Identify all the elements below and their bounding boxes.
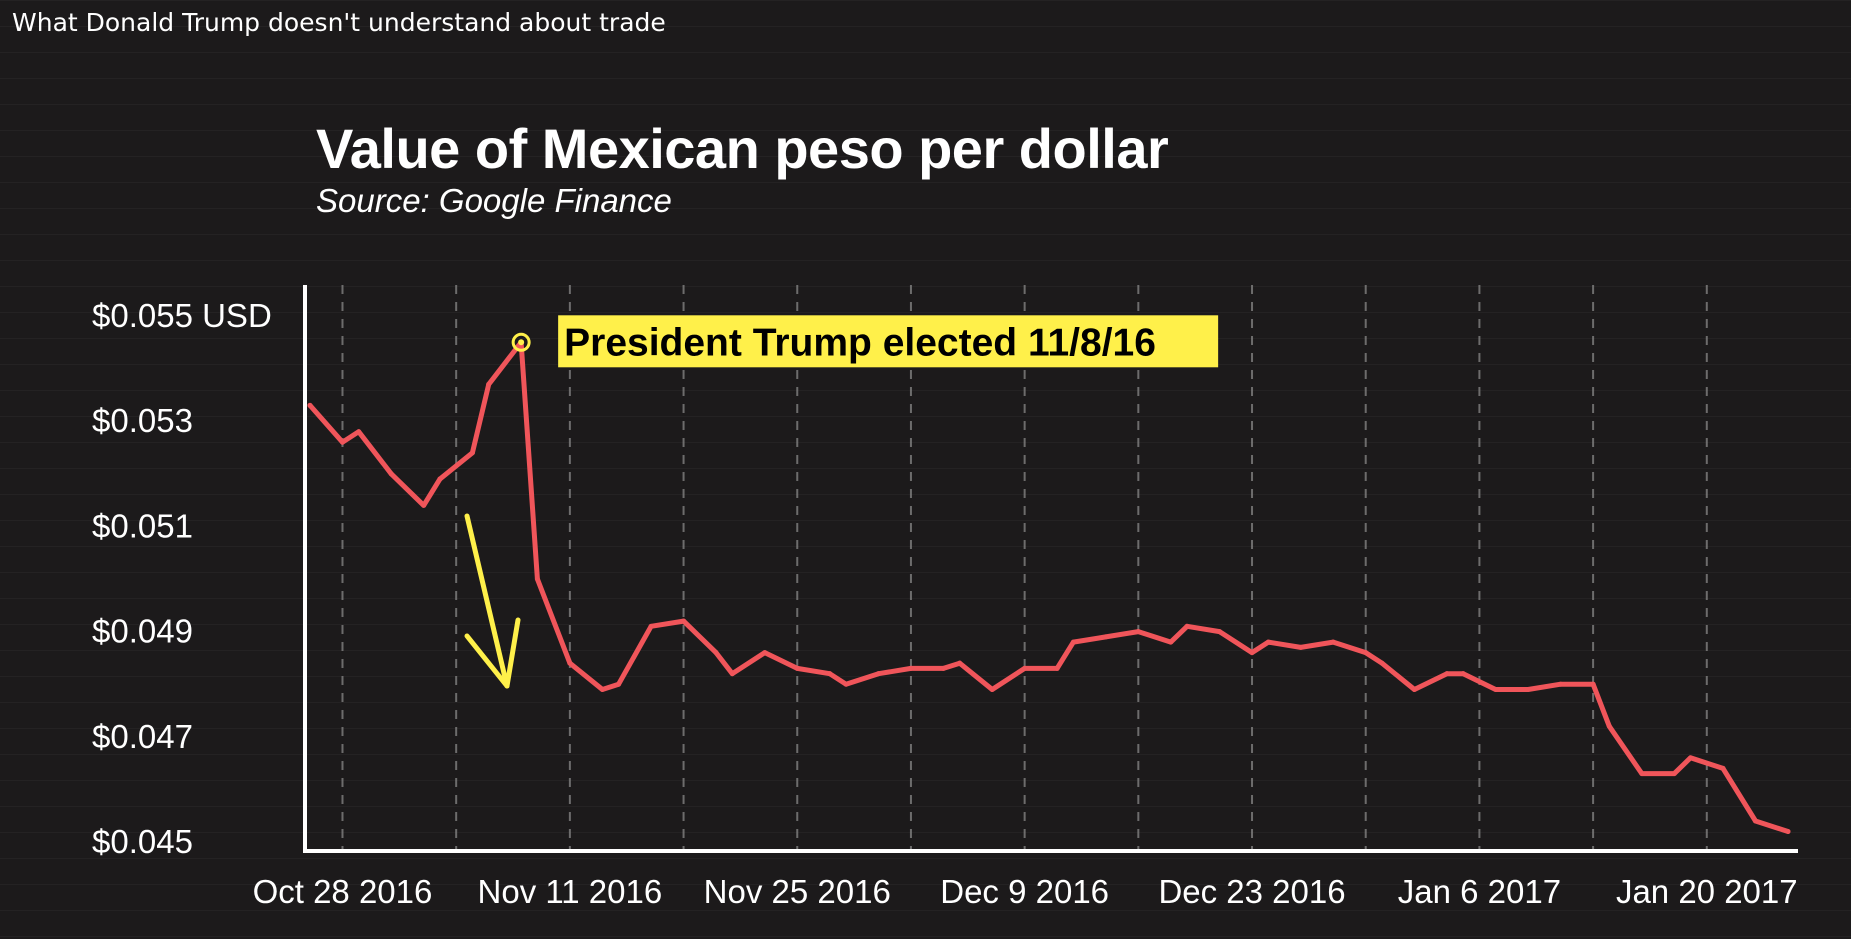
data-point [989, 686, 995, 692]
series-line [307, 339, 1791, 834]
x-tick-label: Nov 11 2016 [478, 873, 663, 910]
data-point [616, 681, 622, 687]
data-point [307, 402, 313, 408]
y-tick-label: $0.049 [92, 613, 193, 650]
data-point [713, 650, 719, 656]
data-point [957, 660, 963, 666]
data-point [388, 471, 394, 477]
video-title: What Donald Trump doesn't understand abo… [12, 8, 666, 37]
series-group [307, 339, 1791, 834]
x-tick-label: Jan 6 2017 [1398, 873, 1561, 910]
y-tick-label: $0.047 [92, 718, 193, 755]
x-tick-labels: Oct 28 2016 Nov 11 2016 Nov 25 2016 Dec 9 2… [253, 873, 1798, 910]
y-tick-label: $0.053 [92, 402, 193, 439]
data-point [1671, 771, 1677, 777]
data-point [1103, 634, 1109, 640]
data-point [1070, 639, 1076, 645]
down-arrow-icon [464, 513, 521, 689]
data-point [1298, 644, 1304, 650]
data-point [827, 671, 833, 677]
data-point [1606, 723, 1612, 729]
annotations: President Trump elected 11/8/16 [511, 315, 1219, 368]
data-point [875, 671, 881, 677]
x-tick-label: Nov 25 2016 [704, 873, 891, 910]
data-point [599, 686, 605, 692]
data-point [1379, 660, 1385, 666]
data-point [1330, 639, 1336, 645]
data-point [1411, 686, 1417, 692]
data-point [1493, 686, 1499, 692]
data-point [534, 576, 540, 582]
data-point [1639, 771, 1645, 777]
y-tick-label: $0.045 [92, 823, 193, 860]
data-point [1363, 650, 1369, 656]
data-point [1217, 629, 1223, 635]
gridlines [341, 285, 1708, 850]
data-point [1054, 665, 1060, 671]
x-tick-label: Dec 23 2016 [1158, 873, 1345, 910]
data-point [1135, 629, 1141, 635]
data-point [1688, 755, 1694, 761]
chart-subtitle: Source: Google Finance [316, 182, 672, 219]
data-point [1558, 681, 1564, 687]
data-point [1460, 671, 1466, 677]
x-tick-label: Dec 9 2016 [940, 873, 1109, 910]
x-tick-label: Jan 20 2017 [1616, 873, 1798, 910]
data-point [421, 502, 427, 508]
axes [303, 285, 1798, 853]
data-point [469, 450, 475, 456]
data-point [356, 429, 362, 435]
data-point [940, 665, 946, 671]
chart-title: Value of Mexican peso per dollar [316, 117, 1169, 180]
data-point [762, 650, 768, 656]
y-tick-labels: $0.055 USD $0.053 $0.051 $0.049 $0.047 $0.045 [92, 297, 272, 860]
annotation-dot [518, 339, 525, 346]
data-point [729, 671, 735, 677]
data-point [648, 623, 654, 629]
data-point [437, 476, 443, 482]
data-point [1785, 828, 1791, 834]
data-point [1249, 650, 1255, 656]
data-point [843, 681, 849, 687]
data-point [1753, 818, 1759, 824]
data-point [1444, 671, 1450, 677]
data-point [681, 618, 687, 624]
data-point [567, 660, 573, 666]
data-point [1022, 665, 1028, 671]
x-tick-label: Oct 28 2016 [253, 873, 433, 910]
data-point [339, 439, 345, 445]
y-tick-label: $0.055 USD [92, 297, 272, 334]
data-point [1168, 639, 1174, 645]
data-point [1525, 686, 1531, 692]
data-point [1590, 681, 1596, 687]
data-point [908, 665, 914, 671]
data-point [1265, 639, 1271, 645]
annotation-highlight [558, 315, 1219, 368]
data-point [486, 381, 492, 387]
y-tick-label: $0.051 [92, 507, 193, 544]
data-point [1184, 623, 1190, 629]
annotation-label: President Trump elected 11/8/16 [564, 321, 1156, 364]
data-point [1720, 765, 1726, 771]
annotation-marker [511, 332, 531, 352]
data-point [794, 665, 800, 671]
